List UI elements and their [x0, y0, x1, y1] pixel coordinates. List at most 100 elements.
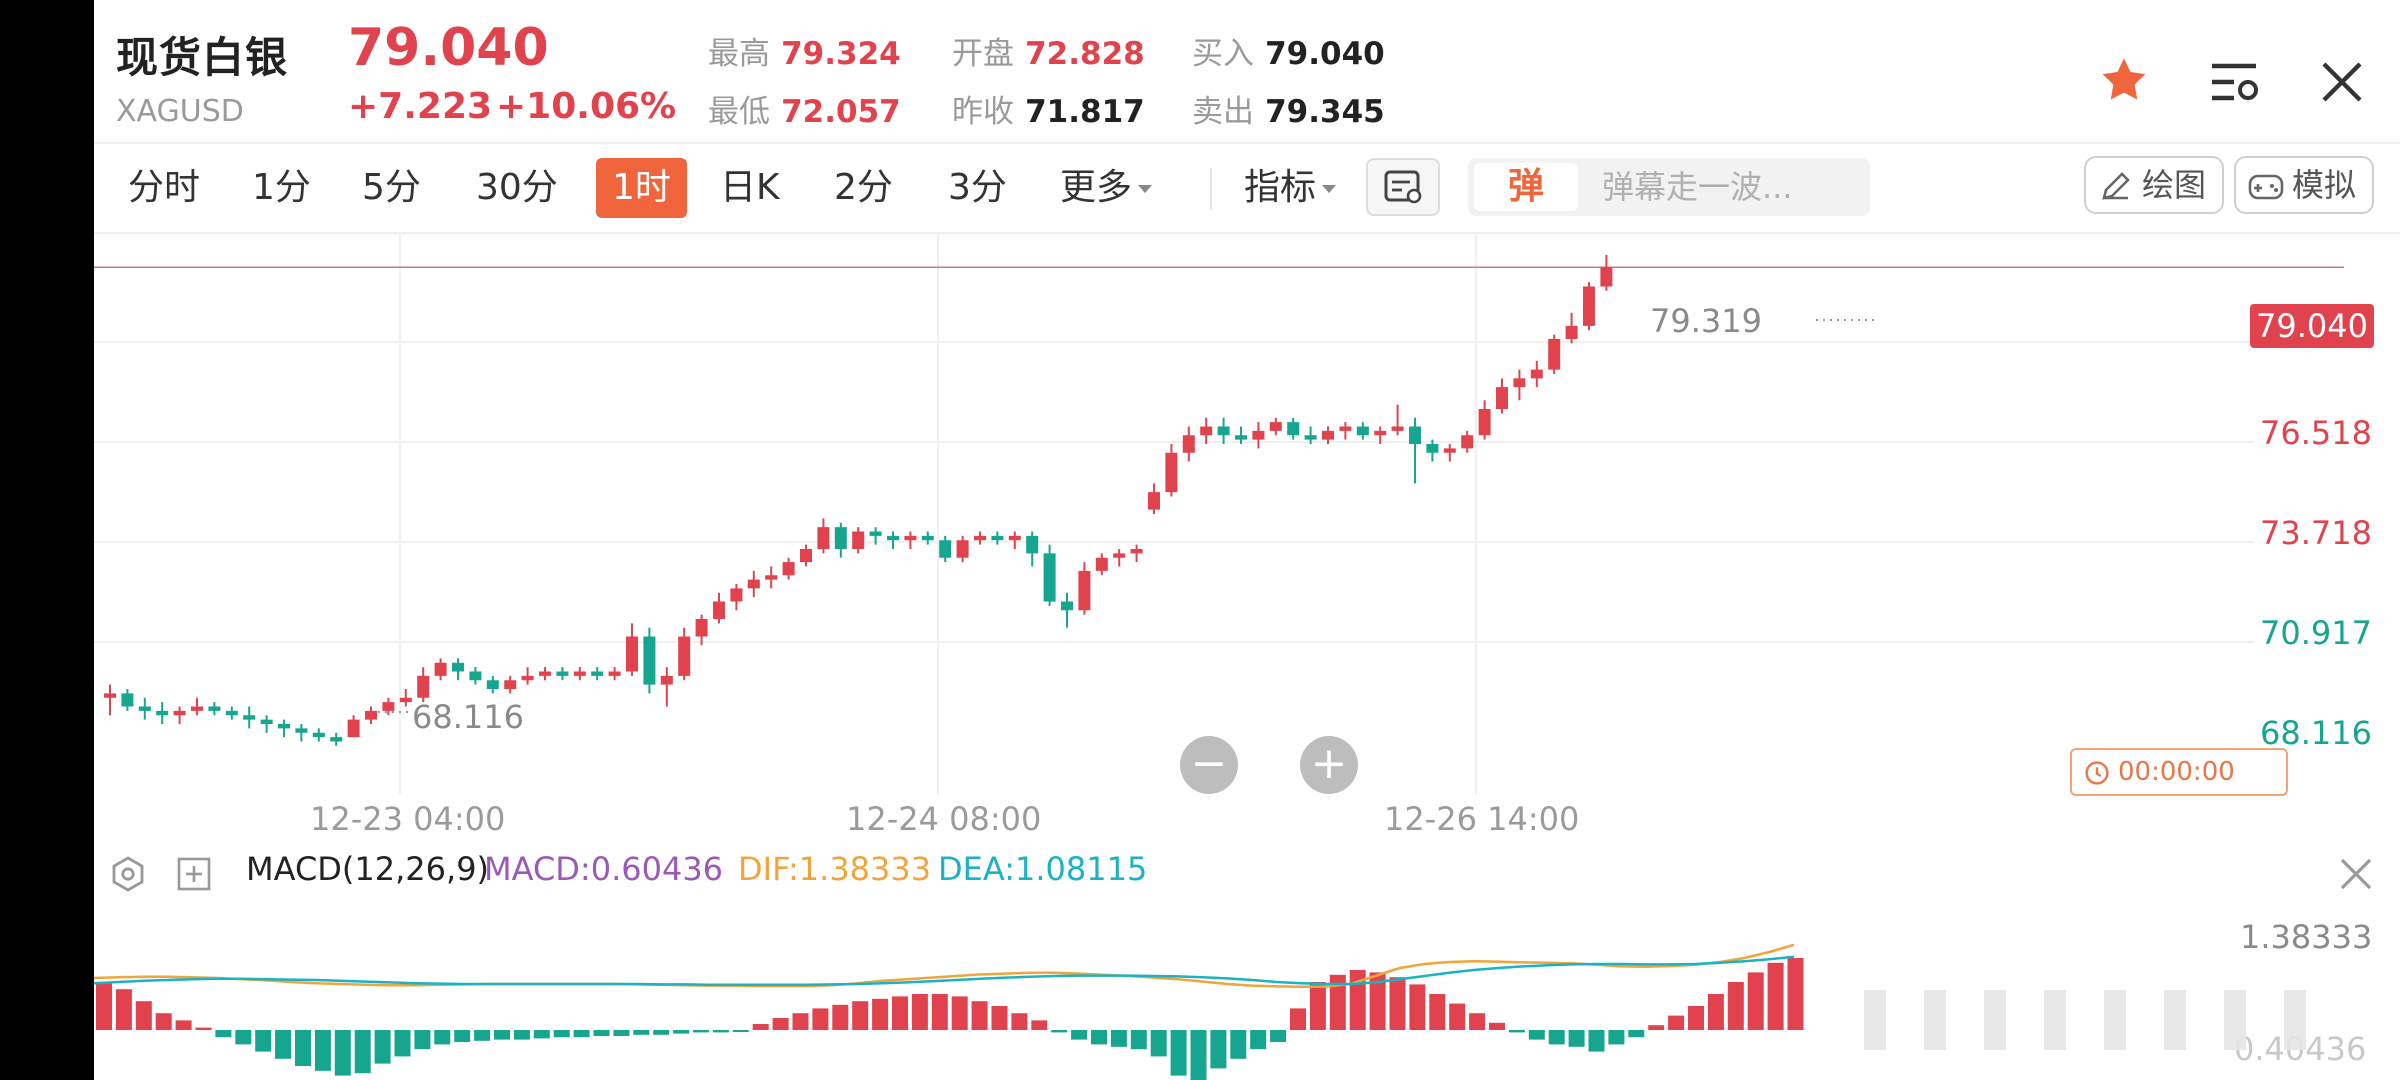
- candle-body: [747, 579, 760, 589]
- macd-bar: [96, 982, 112, 1030]
- candle-body: [260, 719, 273, 724]
- price-change: +7.223: [348, 86, 493, 127]
- candle-body: [1426, 444, 1439, 453]
- candle-body: [1583, 286, 1595, 326]
- macd-bar: [1190, 1030, 1207, 1080]
- stat-bid: 买入 79.040: [1192, 28, 1385, 73]
- candle-body: [1078, 570, 1091, 611]
- tab-period-0[interactable]: 分时: [128, 167, 201, 208]
- danmu-input[interactable]: 弹幕走一波...: [1602, 168, 1793, 206]
- danmu-bar[interactable]: 弹 弹幕走一波...: [1468, 158, 1870, 216]
- add-indicator-icon[interactable]: [176, 856, 212, 892]
- candle-body: [800, 549, 812, 563]
- tab-period-6[interactable]: 2分: [834, 167, 893, 208]
- macd-bar: [1110, 1030, 1127, 1047]
- stat-open: 开盘 72.828: [952, 28, 1145, 73]
- macd-bar: [911, 994, 928, 1030]
- macd-axis-top: 1.38333: [2240, 918, 2373, 956]
- candle-body: [1409, 426, 1421, 444]
- macd-bar: [1250, 1030, 1267, 1050]
- simulate-button[interactable]: 模拟: [2234, 156, 2374, 214]
- macd-bar: [1270, 1030, 1287, 1042]
- candle-body: [1287, 422, 1300, 436]
- candle-body: [486, 680, 499, 689]
- candle-body: [1391, 426, 1404, 431]
- candle-body: [1269, 422, 1282, 431]
- macd-bar: [892, 996, 908, 1030]
- macd-value: MACD:0.60436: [484, 850, 724, 888]
- candle-body: [138, 706, 151, 711]
- candle-body: [434, 662, 447, 676]
- more-dropdown[interactable]: 更多: [1060, 158, 1153, 218]
- macd-bar: [1727, 982, 1744, 1030]
- macd-bar: [1389, 977, 1406, 1030]
- chevron-down-icon: [1138, 185, 1153, 193]
- candle-body: [1182, 435, 1195, 453]
- macd-bar: [852, 1001, 869, 1030]
- candle-body: [121, 693, 134, 707]
- macd-bar: [374, 1030, 391, 1064]
- candle-body: [1165, 452, 1178, 493]
- x-tick-label: 12-23 04:00: [310, 800, 506, 838]
- hexagon-settings-icon[interactable]: [108, 854, 148, 894]
- candle-body: [956, 540, 969, 558]
- candle-body: [1461, 435, 1474, 449]
- header-divider: [94, 142, 2400, 144]
- macd-bar: [1369, 972, 1386, 1030]
- danmu-toggle[interactable]: 弹: [1474, 163, 1578, 211]
- zoom-out-button[interactable]: −: [1180, 736, 1238, 794]
- tab-period-5[interactable]: 日K: [720, 167, 780, 208]
- macd-bar: [414, 1030, 431, 1050]
- macd-bar: [334, 1030, 351, 1076]
- close-icon[interactable]: [2320, 60, 2364, 104]
- candle-body: [1008, 535, 1021, 541]
- macd-chart[interactable]: [94, 900, 2400, 1080]
- macd-bar: [1489, 1022, 1505, 1030]
- stat-high: 最高 79.324: [708, 28, 901, 73]
- candle-body: [1356, 426, 1369, 436]
- candle-body: [1339, 426, 1352, 431]
- menu-list-icon[interactable]: [2208, 60, 2260, 104]
- tab-period-3[interactable]: 30分: [476, 167, 558, 208]
- candle-body: [869, 531, 882, 536]
- macd-bar: [991, 1006, 1008, 1030]
- candle-body: [1374, 430, 1387, 436]
- macd-bar: [275, 1030, 292, 1059]
- macd-title: MACD(12,26,9): [246, 850, 490, 888]
- macd-bar: [533, 1030, 550, 1039]
- y-tick-label: 73.718: [2260, 514, 2372, 552]
- close-indicator-icon[interactable]: [2338, 856, 2374, 892]
- stat-value: 72.057: [781, 94, 901, 130]
- pencil-icon: [2102, 172, 2130, 200]
- chart-settings-button[interactable]: [1366, 158, 1440, 216]
- macd-bar: [772, 1018, 789, 1030]
- macd-bar: [971, 1001, 988, 1030]
- candle-body: [678, 636, 691, 676]
- candle-body: [173, 710, 186, 716]
- tab-period-1[interactable]: 1分: [252, 167, 311, 208]
- macd-bar: [175, 1020, 192, 1030]
- macd-bar: [1150, 1030, 1167, 1057]
- tab-period-active[interactable]: 1时: [596, 158, 687, 218]
- macd-bar: [553, 1030, 570, 1038]
- macd-bar: [1210, 1030, 1227, 1069]
- candle-body: [904, 535, 917, 541]
- macd-bar: [812, 1008, 829, 1030]
- tab-period-7[interactable]: 3分: [948, 167, 1007, 208]
- tab-period-2[interactable]: 5分: [362, 167, 421, 208]
- draw-button[interactable]: 绘图: [2084, 156, 2224, 214]
- candle-body: [1043, 553, 1056, 602]
- candle-body: [225, 710, 238, 716]
- zoom-in-button[interactable]: +: [1300, 736, 1358, 794]
- indicator-dropdown[interactable]: 指标: [1244, 158, 1337, 218]
- candle-body: [660, 675, 673, 685]
- favorite-star-icon[interactable]: [2098, 54, 2150, 106]
- candle-body: [1478, 409, 1491, 436]
- macd-bar: [1628, 1030, 1645, 1038]
- candle-body: [347, 719, 360, 738]
- toolbar-divider: [94, 232, 2400, 234]
- trading-app: 现货白银 XAGUSD 79.040 +7.223 +10.06% 最高 79.…: [94, 0, 2400, 1080]
- stat-label: 卖出: [1192, 94, 1254, 130]
- candle-body: [1530, 369, 1543, 379]
- candlestick-chart[interactable]: [94, 234, 2400, 834]
